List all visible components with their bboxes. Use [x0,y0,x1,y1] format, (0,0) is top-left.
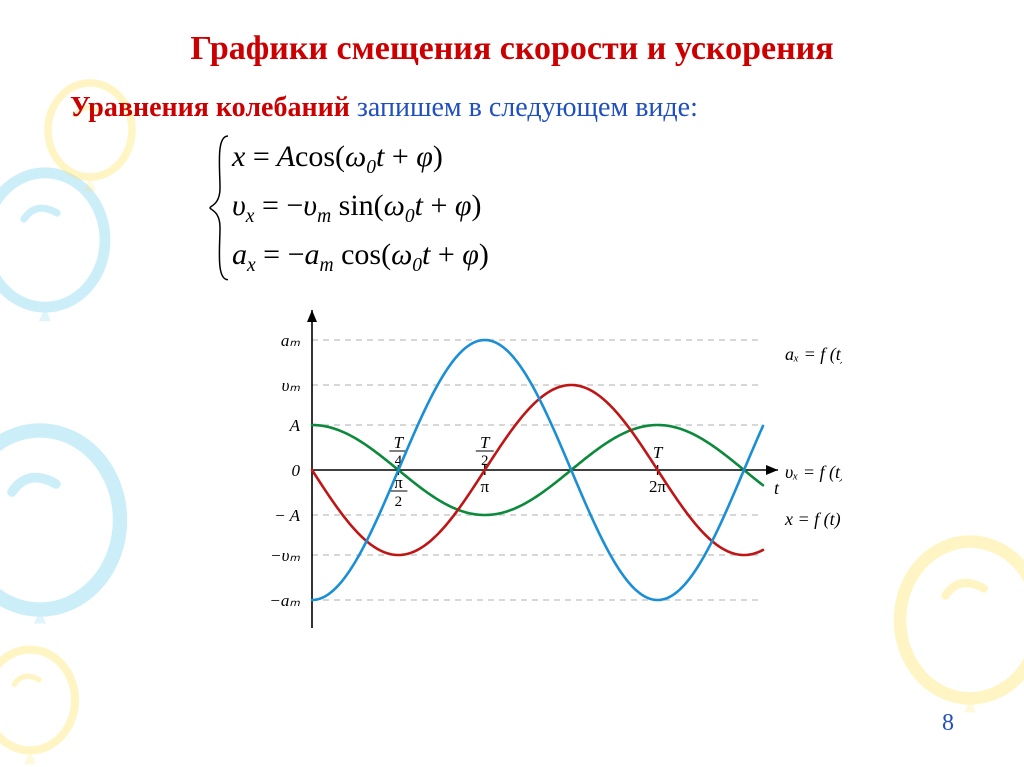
svg-text:−υₘ: −υₘ [270,546,300,565]
equation-system: x = Acos(ω0t + φ) υx = −υm sin(ω0t + φ) … [232,134,792,282]
subtitle: Уравнения колебаний запишем в следующем … [70,92,984,124]
equation-2: υx = −υm sin(ω0t + φ) [232,183,792,232]
slide-content: Графики смещения скорости и ускорения Ур… [0,0,1024,650]
svg-text:T: T [480,433,491,452]
svg-text:− A: − A [274,506,300,525]
left-brace-icon [208,134,232,282]
equation-1: x = Acos(ω0t + φ) [232,134,792,183]
svg-text:υₓ = f (t): υₓ = f (t) [785,462,842,483]
svg-text:2: 2 [395,494,403,510]
slide-title: Графики смещения скорости и ускорения [40,30,984,68]
svg-text:aₓ = f (t): aₓ = f (t) [785,344,842,365]
svg-text:A: A [289,416,301,435]
svg-text:π: π [480,477,489,496]
svg-text:t: t [774,478,780,498]
page-number: 8 [942,710,954,737]
svg-text:aₘ: aₘ [281,331,301,350]
equation-3: ax = −am cos(ω0t + φ) [232,232,792,281]
svg-text:−aₘ: −aₘ [269,591,300,610]
subtitle-red: Уравнения колебаний [70,92,350,123]
subtitle-blue: запишем в следующем виде: [350,92,698,123]
svg-text:υₘ: υₘ [282,376,301,395]
svg-text:T: T [653,443,664,462]
svg-text:T: T [394,433,405,452]
oscillation-chart: aₘυₘA0− A−υₘ−aₘT4T2Tπ2π2πtx = f (t)υₓ = … [182,290,842,650]
svg-text:x = f (t): x = f (t) [784,509,841,530]
svg-text:0: 0 [292,461,301,480]
